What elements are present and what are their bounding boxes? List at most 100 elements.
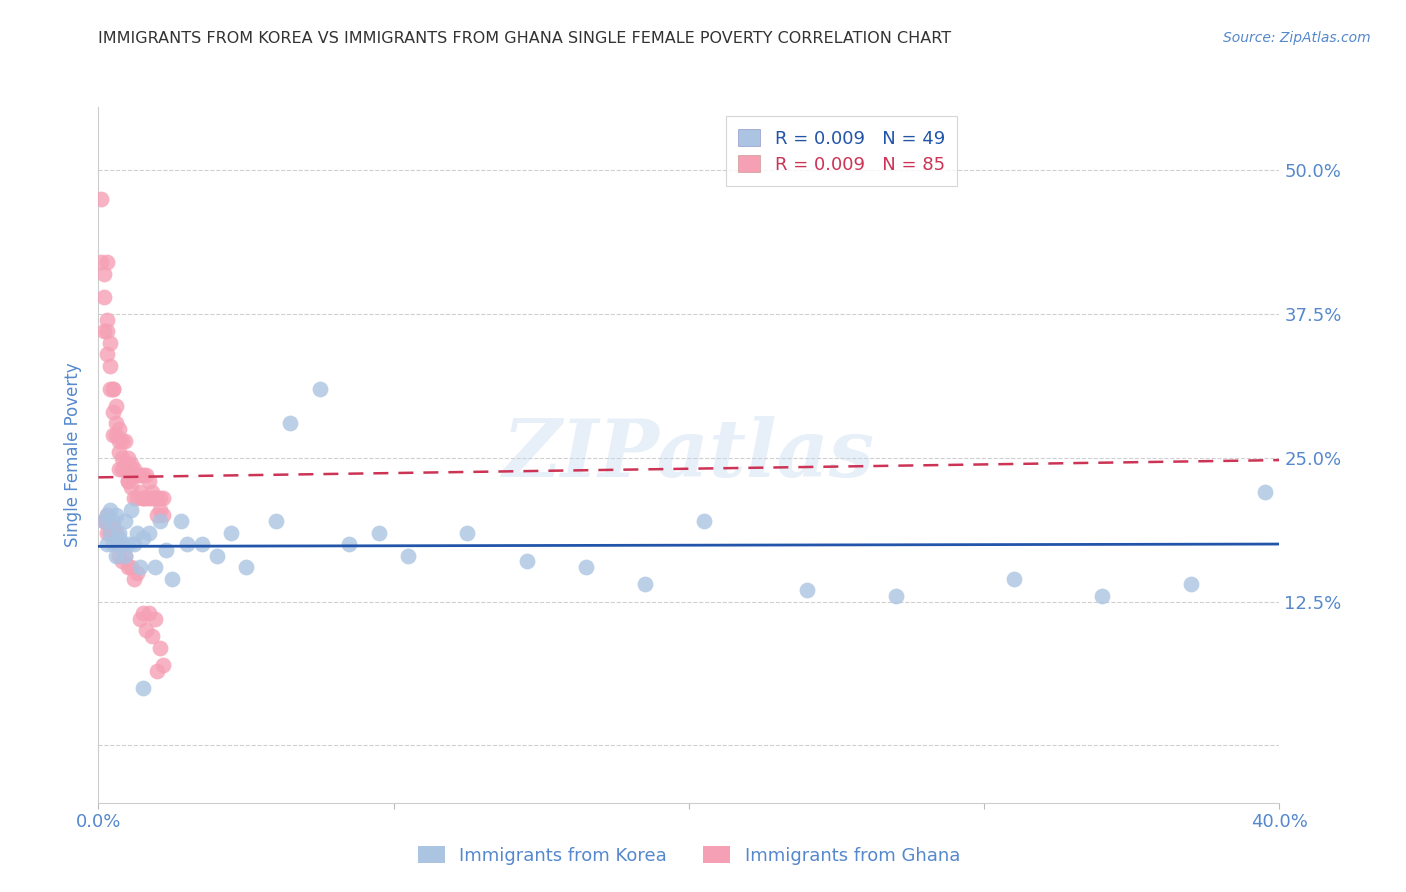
- Point: [132, 491, 155, 505]
- Point: [141, 629, 163, 643]
- Point: [103, 514, 125, 528]
- Point: [141, 491, 163, 505]
- Point: [103, 382, 125, 396]
- Point: [117, 537, 139, 551]
- Point: [114, 549, 136, 563]
- Point: [117, 560, 139, 574]
- Point: [339, 537, 360, 551]
- Point: [125, 468, 148, 483]
- Point: [633, 577, 655, 591]
- Point: [1254, 485, 1277, 500]
- Point: [128, 468, 150, 483]
- Point: [515, 554, 537, 568]
- Point: [125, 525, 148, 540]
- Point: [456, 525, 478, 540]
- Point: [108, 422, 131, 436]
- Point: [114, 514, 136, 528]
- Point: [98, 382, 121, 396]
- Point: [138, 491, 160, 505]
- Point: [103, 405, 125, 419]
- Point: [111, 450, 134, 465]
- Point: [152, 508, 174, 523]
- Point: [796, 582, 818, 597]
- Point: [108, 549, 131, 563]
- Point: [114, 457, 136, 471]
- Point: [128, 612, 150, 626]
- Point: [108, 434, 131, 448]
- Point: [96, 255, 118, 269]
- Y-axis label: Single Female Poverty: Single Female Poverty: [65, 363, 83, 547]
- Point: [146, 664, 169, 678]
- Point: [146, 508, 169, 523]
- Point: [105, 525, 128, 540]
- Point: [120, 457, 142, 471]
- Point: [96, 324, 118, 338]
- Point: [574, 560, 596, 574]
- Point: [219, 525, 242, 540]
- Point: [108, 531, 131, 545]
- Point: [105, 549, 128, 563]
- Point: [170, 514, 193, 528]
- Point: [120, 479, 142, 493]
- Point: [135, 491, 157, 505]
- Point: [264, 514, 287, 528]
- Point: [122, 572, 145, 586]
- Point: [132, 606, 155, 620]
- Point: [122, 537, 145, 551]
- Point: [143, 612, 166, 626]
- Point: [111, 537, 134, 551]
- Point: [149, 502, 172, 516]
- Point: [138, 474, 160, 488]
- Point: [235, 560, 257, 574]
- Point: [114, 434, 136, 448]
- Point: [96, 525, 118, 540]
- Point: [96, 313, 118, 327]
- Point: [138, 525, 160, 540]
- Point: [93, 267, 115, 281]
- Point: [128, 485, 150, 500]
- Text: Source: ZipAtlas.com: Source: ZipAtlas.com: [1223, 31, 1371, 45]
- Point: [103, 537, 125, 551]
- Point: [105, 537, 128, 551]
- Point: [149, 640, 172, 655]
- Point: [105, 417, 128, 431]
- Point: [105, 399, 128, 413]
- Point: [108, 537, 131, 551]
- Point: [135, 624, 157, 638]
- Point: [108, 525, 131, 540]
- Point: [93, 514, 115, 528]
- Point: [117, 450, 139, 465]
- Point: [98, 525, 121, 540]
- Point: [191, 537, 214, 551]
- Point: [396, 549, 419, 563]
- Point: [93, 514, 115, 528]
- Point: [132, 681, 155, 695]
- Point: [103, 382, 125, 396]
- Point: [103, 427, 125, 442]
- Point: [93, 324, 115, 338]
- Point: [143, 560, 166, 574]
- Point: [98, 502, 121, 516]
- Point: [96, 508, 118, 523]
- Point: [125, 566, 148, 580]
- Point: [103, 520, 125, 534]
- Text: ZIPatlas: ZIPatlas: [503, 417, 875, 493]
- Point: [152, 491, 174, 505]
- Point: [149, 491, 172, 505]
- Point: [162, 572, 183, 586]
- Point: [1002, 572, 1025, 586]
- Point: [884, 589, 907, 603]
- Point: [693, 514, 716, 528]
- Point: [125, 491, 148, 505]
- Point: [152, 657, 174, 672]
- Point: [309, 382, 332, 396]
- Point: [128, 560, 150, 574]
- Point: [143, 491, 166, 505]
- Point: [122, 462, 145, 476]
- Point: [96, 537, 118, 551]
- Point: [149, 514, 172, 528]
- Point: [93, 514, 115, 528]
- Point: [120, 560, 142, 574]
- Point: [114, 462, 136, 476]
- Point: [111, 462, 134, 476]
